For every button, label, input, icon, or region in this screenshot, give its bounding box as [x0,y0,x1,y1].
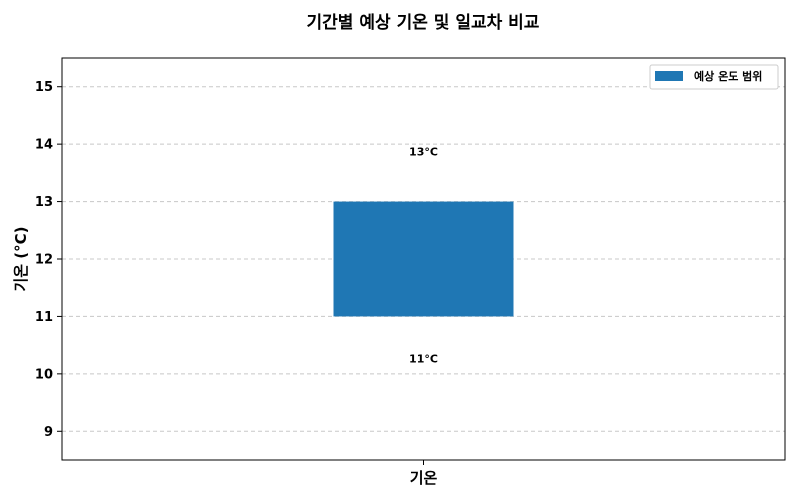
y-tick-label: 14 [35,138,53,153]
y-tick-label: 12 [35,253,53,268]
y-axis: 9 10 11 12 13 14 15 [35,80,62,440]
data-label-low: 11°C [409,352,438,365]
bars [333,201,514,317]
data-labels: 13°C 11°C [409,146,438,366]
legend-swatch [655,71,683,81]
temperature-range-bar [333,201,514,317]
y-tick-label: 15 [35,80,53,95]
x-axis: 기온 [410,460,438,487]
y-tick-label: 10 [35,367,53,382]
data-label-high: 13°C [409,146,438,159]
y-tick-label: 9 [44,425,53,440]
x-tick-label: 기온 [410,469,438,487]
legend: 예상 온도 범위 [649,64,779,90]
chart-title: 기간별 예상 기온 및 일교차 비교 [307,13,540,33]
y-axis-label: 기온 (°C) [12,226,30,291]
y-tick-label: 11 [35,310,53,325]
legend-label: 예상 온도 범위 [694,69,762,83]
y-tick-label: 13 [35,195,53,210]
